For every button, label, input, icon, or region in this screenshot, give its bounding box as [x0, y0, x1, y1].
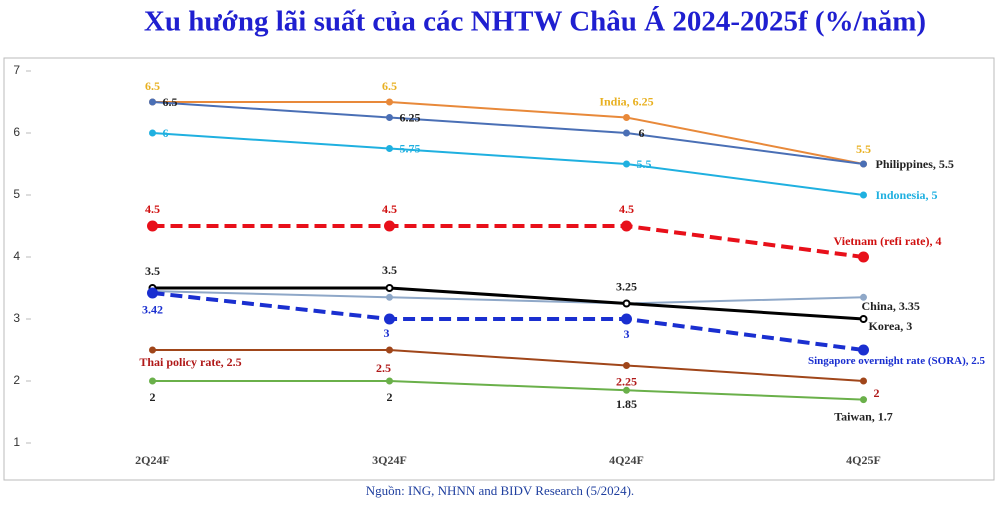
value-label: 4.5 — [145, 202, 160, 216]
point-marker — [147, 287, 158, 299]
point-marker — [858, 344, 869, 356]
point-marker — [147, 220, 158, 232]
value-label: 3.25 — [616, 279, 637, 293]
value-label: 2.5 — [376, 361, 391, 375]
value-label: 3.42 — [142, 303, 163, 317]
value-label: 2.25 — [616, 374, 637, 388]
value-label: 1.85 — [616, 397, 637, 411]
value-label: 3 — [624, 327, 630, 341]
point-marker — [621, 220, 632, 232]
series-line — [152, 101, 864, 165]
value-label: 5.5 — [637, 157, 652, 171]
point-marker — [622, 299, 631, 308]
point-marker — [149, 346, 156, 354]
value-label: China, 3.35 — [862, 299, 920, 313]
point-marker — [149, 377, 156, 385]
point-marker — [623, 129, 630, 137]
value-label: 6.25 — [400, 110, 421, 124]
value-label: 2 — [387, 390, 393, 404]
value-label: Indonesia, 5 — [876, 188, 938, 202]
value-label: 6.5 — [382, 79, 397, 93]
point-marker — [858, 251, 869, 263]
series-line — [152, 101, 864, 165]
y-tick-label: 2 — [13, 373, 20, 387]
point-marker — [386, 98, 393, 106]
series-line — [152, 224, 864, 259]
value-label: 2 — [150, 390, 156, 404]
point-marker — [859, 315, 868, 323]
y-tick-label: 6 — [13, 125, 20, 139]
value-label: 6.5 — [145, 79, 160, 93]
series-line — [152, 290, 864, 352]
series-line — [152, 286, 864, 321]
value-label: 5.5 — [856, 142, 871, 156]
value-label: 6.5 — [163, 95, 178, 109]
value-label: 6 — [163, 126, 169, 140]
x-tick-label: 3Q24F — [372, 453, 407, 467]
x-tick-label: 2Q24F — [135, 453, 170, 467]
value-label: Vietnam (refi rate), 4 — [834, 234, 942, 248]
value-label: India, 6.25 — [599, 94, 653, 108]
point-marker — [860, 293, 867, 301]
y-tick-label: 7 — [13, 63, 20, 77]
value-label: 3.5 — [145, 264, 160, 278]
value-label: Thai policy rate, 2.5 — [139, 355, 241, 369]
value-label: 6 — [639, 126, 645, 140]
x-tick-label: 4Q24F — [609, 453, 644, 467]
value-label: 3 — [384, 326, 390, 340]
value-label-box: Singapore overnight rate (SORA), 2.5 — [807, 355, 985, 367]
point-marker — [386, 293, 393, 301]
value-label: 3.5 — [382, 263, 397, 277]
value-label: 5.75 — [400, 141, 421, 155]
value-label: 2 — [874, 386, 880, 400]
point-marker — [623, 114, 630, 121]
value-label: Philippines, 5.5 — [876, 157, 954, 171]
point-marker — [623, 362, 630, 369]
series-line — [152, 132, 864, 196]
point-marker — [860, 191, 867, 199]
value-label: Korea, 3 — [869, 319, 913, 333]
chart-title: Xu hướng lãi suất của các NHTW Châu Á 20… — [144, 5, 926, 38]
point-marker — [860, 396, 867, 404]
value-label: 4.5 — [619, 202, 634, 216]
x-tick-label: 4Q25F — [846, 453, 881, 467]
y-tick-label: 3 — [13, 311, 20, 325]
point-marker — [860, 377, 867, 385]
point-marker — [149, 129, 156, 137]
series-line — [152, 380, 864, 401]
y-tick-label: 1 — [13, 435, 20, 449]
point-marker — [386, 114, 393, 121]
source-note: Nguồn: ING, NHNN and BIDV Research (5/20… — [366, 483, 634, 498]
plot-frame — [3, 57, 995, 481]
series-line — [152, 290, 864, 305]
value-label: Singapore overnight rate (SORA), 2.5 — [807, 355, 985, 367]
value-label: 4.5 — [382, 202, 397, 216]
y-tick-label: 5 — [13, 187, 20, 201]
point-marker — [385, 284, 394, 292]
point-marker — [386, 145, 393, 152]
point-marker — [384, 220, 395, 232]
point-marker — [149, 98, 156, 106]
point-marker — [623, 386, 630, 394]
point-marker — [621, 313, 632, 325]
value-label: Taiwan, 1.7 — [834, 409, 893, 423]
point-marker — [386, 346, 393, 354]
series-line — [152, 349, 864, 382]
point-marker — [384, 313, 395, 325]
point-marker — [623, 160, 630, 168]
y-tick-label: 4 — [13, 249, 20, 263]
point-marker — [386, 377, 393, 385]
point-marker — [860, 160, 867, 168]
